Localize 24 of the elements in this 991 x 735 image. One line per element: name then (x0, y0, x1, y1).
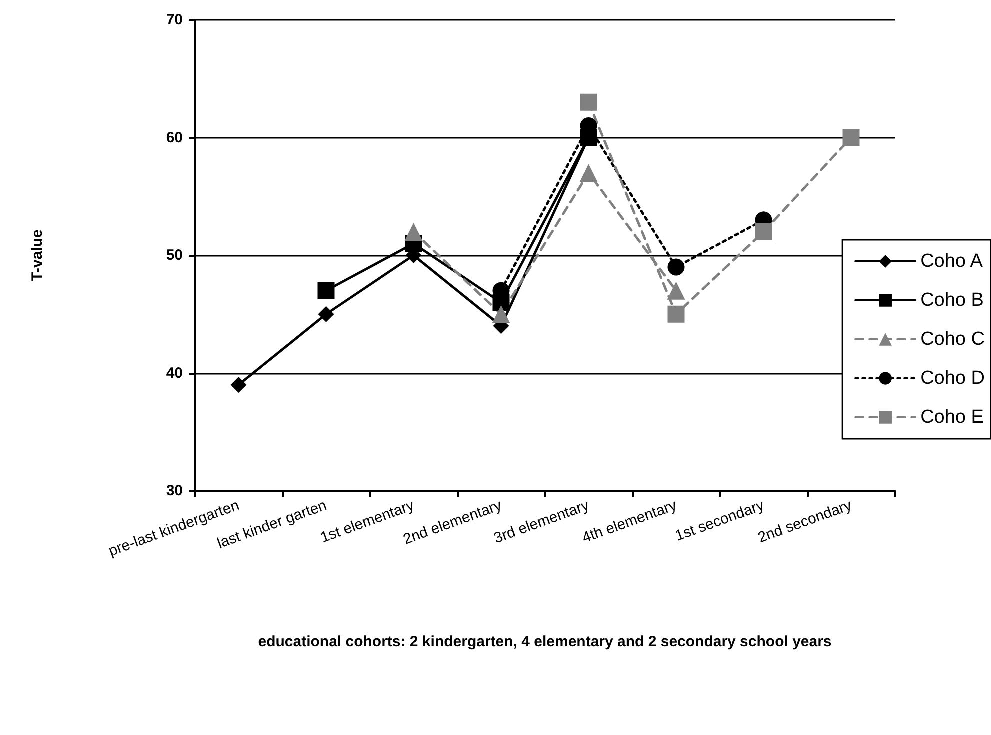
y-tick-label: 70 (166, 12, 183, 28)
y-tick-label: 30 (166, 482, 183, 500)
legend-label: Coho E (920, 407, 984, 428)
point (842, 129, 860, 146)
y-axis-title: T-value (29, 230, 46, 282)
legend-label: Coho D (920, 368, 985, 389)
y-tick-label: 50 (166, 247, 183, 264)
point (230, 377, 247, 394)
legend-label: Coho B (920, 290, 984, 311)
point (318, 306, 334, 322)
point (667, 282, 686, 300)
point (755, 223, 772, 240)
x-axis-title: educational cohorts: 2 kindergarten, 4 elementary and 2 secondary school years (258, 634, 832, 650)
legend-label: Coho A (920, 251, 984, 272)
point (668, 306, 685, 323)
point (492, 305, 510, 324)
legend-label: Coho C (920, 329, 985, 350)
point (580, 94, 598, 111)
point (318, 282, 335, 300)
point (404, 222, 423, 241)
y-tick-label: 40 (166, 364, 183, 382)
point (580, 164, 598, 182)
point (668, 258, 685, 276)
y-tick-label: 60 (166, 129, 183, 146)
